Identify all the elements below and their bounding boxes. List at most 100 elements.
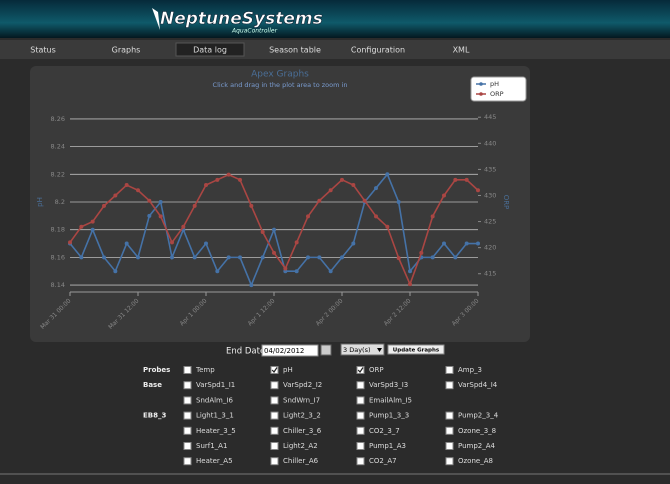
y2-tick-label: 425 [484, 218, 496, 226]
data-point [79, 224, 84, 229]
y-axis-title: pH [36, 197, 44, 207]
checkbox[interactable] [356, 426, 365, 435]
y2-tick-label: 440 [484, 139, 496, 147]
checkbox[interactable] [270, 396, 279, 405]
checkbox-label: VarSpd4_I4 [458, 381, 498, 389]
nav-item[interactable]: Configuration [351, 46, 405, 55]
y-tick-label: 8.26 [51, 115, 65, 123]
data-point [453, 177, 458, 182]
filters: Probes Temp pH ORP Amp_3 Base VarSpd1_I1 VarSpd… [143, 366, 499, 466]
logo-mark [152, 8, 160, 30]
nav-bar [0, 40, 670, 59]
tagline: AquaController [231, 28, 278, 35]
data-point [136, 255, 140, 260]
data-point [396, 256, 401, 261]
data-point [272, 227, 276, 232]
checkbox[interactable] [356, 411, 365, 420]
checkbox[interactable] [183, 396, 192, 405]
checkbox[interactable] [445, 457, 454, 466]
checkbox-label: Pump2_A4 [458, 442, 496, 450]
checkbox[interactable] [183, 426, 192, 435]
legend-marker [479, 82, 483, 86]
header-banner [0, 0, 670, 38]
data-point [68, 240, 72, 245]
nav-item[interactable]: Status [30, 46, 56, 55]
checkbox-label: Ozone_A8 [458, 457, 493, 465]
data-point [215, 177, 220, 182]
data-point [476, 188, 480, 193]
data-point [385, 172, 390, 177]
data-point [136, 188, 140, 193]
data-point [238, 255, 242, 260]
checkbox[interactable] [445, 381, 454, 390]
nav-item[interactable]: Graphs [112, 46, 141, 55]
data-point [351, 183, 356, 188]
checkmark [357, 367, 364, 373]
checkbox-label: Temp [195, 366, 215, 374]
data-point [317, 198, 322, 203]
checkbox-label: Light2_A2 [283, 442, 318, 450]
checkbox-label: Light1_3_1 [196, 412, 234, 420]
logo: NeptuneSystems [160, 9, 323, 29]
checkbox-label: Ozone_3_8 [458, 427, 496, 435]
end-date-label: End Date [226, 347, 265, 357]
y2-tick-label: 445 [484, 113, 496, 121]
checkbox[interactable] [270, 426, 279, 435]
data-point [453, 255, 458, 260]
group-label: Probes [143, 366, 170, 374]
data-point [351, 241, 356, 246]
date-input[interactable] [261, 344, 319, 357]
group-label: Base [143, 381, 162, 389]
data-point [396, 200, 401, 204]
checkbox[interactable] [356, 381, 365, 390]
checkbox[interactable] [445, 442, 454, 450]
data-point [408, 282, 412, 287]
data-point [317, 255, 322, 260]
checkbox-label: Chiller_A6 [283, 457, 319, 465]
checkbox[interactable] [356, 366, 365, 374]
checkbox[interactable] [270, 442, 279, 450]
data-point [442, 241, 446, 246]
checkbox[interactable] [183, 457, 192, 466]
data-point [181, 224, 186, 229]
nav-item[interactable]: Season table [269, 46, 321, 55]
checkbox-label: Heater_A5 [196, 457, 233, 465]
checkbox[interactable] [183, 366, 192, 374]
checkbox[interactable] [356, 396, 365, 405]
data-point [385, 224, 390, 229]
data-point [238, 177, 242, 182]
checkbox[interactable] [183, 381, 192, 390]
checkbox[interactable] [183, 411, 192, 420]
data-point [124, 183, 129, 188]
checkbox[interactable] [270, 366, 279, 374]
checkbox-label: VarSpd2_I2 [283, 381, 322, 389]
checkbox[interactable] [356, 442, 365, 450]
calendar-button[interactable] [320, 344, 332, 356]
data-point [113, 269, 118, 274]
range-select[interactable] [340, 343, 385, 356]
data-point [374, 186, 378, 191]
group-label: EB8_3 [143, 412, 166, 420]
nav-item[interactable]: Data log [193, 46, 227, 55]
checkbox[interactable] [356, 457, 365, 466]
data-point [147, 213, 152, 218]
checkbox[interactable] [270, 457, 279, 466]
data-point [158, 200, 163, 204]
update-button[interactable] [387, 344, 445, 355]
checkbox[interactable] [445, 426, 454, 435]
nav: Status Graphs Data log Season table Configur… [30, 42, 470, 57]
checkbox[interactable] [445, 411, 454, 420]
checkbox[interactable] [445, 366, 454, 374]
checkbox[interactable] [270, 381, 279, 390]
legend-box [470, 76, 527, 102]
data-point [260, 255, 265, 260]
checkbox[interactable] [183, 442, 192, 450]
data-point [294, 269, 299, 274]
data-point [226, 255, 231, 260]
checkbox-label: ORP [369, 366, 384, 374]
data-point [249, 283, 254, 288]
checkbox[interactable] [270, 411, 279, 420]
nav-item[interactable]: XML [453, 46, 470, 55]
checkbox-label: VarSpd1_I1 [196, 381, 235, 389]
